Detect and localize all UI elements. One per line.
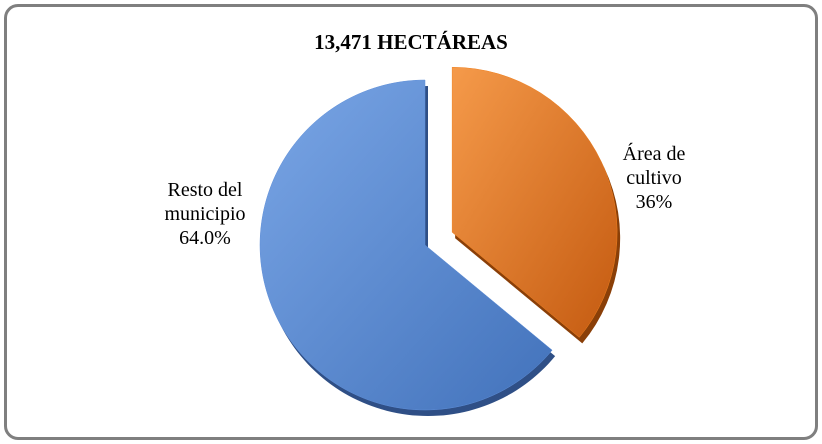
slice-label: Área de cultivo 36% — [606, 142, 702, 214]
slice — [259, 79, 553, 411]
category-label: Resto del municipio — [164, 179, 246, 225]
chart-title: 13,471 HECTÁREAS — [314, 30, 508, 54]
slice-label: Resto del municipio 64.0% — [150, 178, 260, 250]
value-label: 64.0% — [179, 227, 231, 249]
value-label: 36% — [635, 191, 673, 213]
category-label: Área de cultivo — [622, 143, 686, 189]
slice — [451, 66, 618, 338]
chart-frame — [4, 4, 818, 440]
